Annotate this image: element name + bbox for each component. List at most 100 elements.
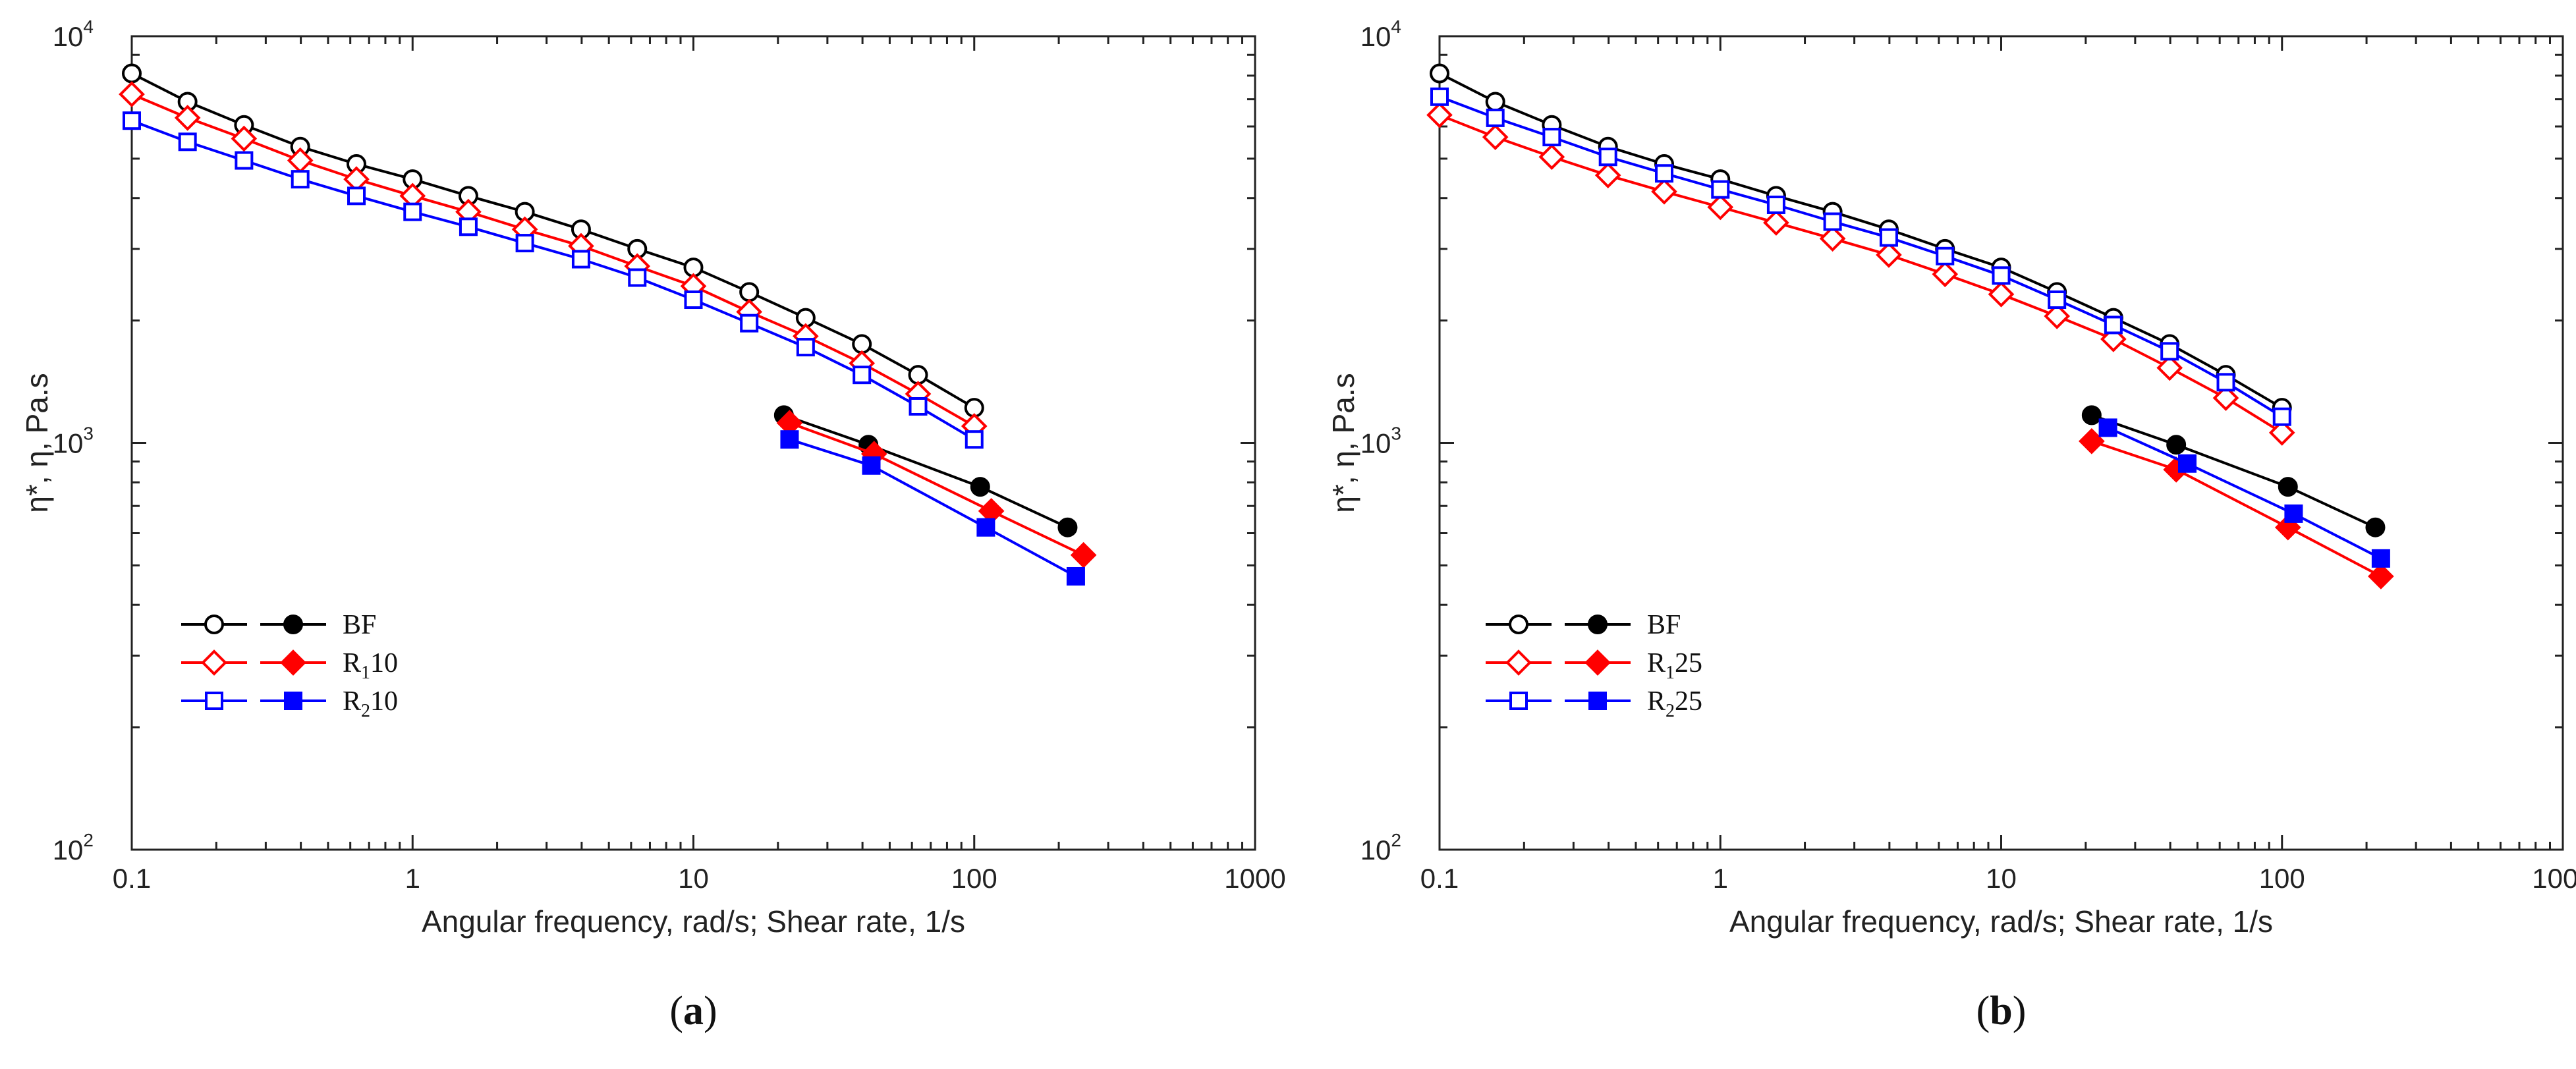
series-r-25-steady-shear <box>2079 428 2394 589</box>
series-r-10-oscillatory <box>119 81 988 439</box>
data-point <box>1430 63 1449 84</box>
data-point <box>291 170 310 189</box>
data-point <box>1823 212 1842 231</box>
data-point <box>862 456 881 475</box>
data-point <box>965 430 984 449</box>
data-point <box>1598 148 1617 167</box>
x-tick-label: 0.1 <box>113 863 151 894</box>
panel-label: (b) <box>1976 989 2027 1033</box>
series-line <box>131 93 975 427</box>
data-point <box>796 338 815 357</box>
data-point <box>2104 315 2123 335</box>
data-point <box>2044 303 2071 329</box>
chart-panel-a: 0.1 1 10 100 1000 102 103 104 Angular frequency,… <box>20 16 1286 1033</box>
data-point <box>2368 563 2394 589</box>
y-axis-label: η*, η, Pa.s <box>1326 373 1360 512</box>
data-point <box>2284 504 2303 523</box>
x-tick-label: 100 <box>2259 863 2305 894</box>
y-tick-label: 103 <box>1360 424 1401 459</box>
data-point <box>2048 290 2067 310</box>
series-r-10-oscillatory <box>123 111 984 449</box>
y-tick-label: 103 <box>53 424 94 459</box>
data-point <box>780 430 799 449</box>
data-point <box>1430 87 1449 106</box>
series-r-10-steady-shear <box>780 430 1085 586</box>
data-point <box>1766 195 1785 214</box>
legend-marker-open <box>204 615 224 634</box>
legend-label: R225 <box>1647 686 1702 721</box>
x-tick-label: 1 <box>1713 863 1728 894</box>
legend-item: R125 <box>1486 648 1702 683</box>
x-tick-label: 1000 <box>1224 863 1285 894</box>
legend-marker-filled <box>283 615 303 634</box>
data-point <box>2268 420 2295 446</box>
data-point <box>1651 178 1677 205</box>
series-r-25-steady-shear <box>2098 418 2390 568</box>
data-point <box>1066 566 1085 586</box>
legend-marker-filled <box>1584 649 1611 676</box>
legend-label: R125 <box>1647 648 1702 683</box>
data-point <box>2216 373 2235 392</box>
legend-marker-open <box>201 649 227 676</box>
legend-marker-filled <box>1588 615 1608 634</box>
data-point <box>684 290 703 310</box>
data-point <box>403 202 422 221</box>
data-point <box>909 397 928 416</box>
data-point <box>1482 124 1509 150</box>
y-tick-label: 102 <box>53 830 94 865</box>
legend-marker-filled <box>280 649 306 676</box>
data-point <box>231 125 258 152</box>
data-point <box>1819 225 1846 252</box>
legend-item: BF <box>181 610 376 640</box>
x-tick-label: 100 <box>951 863 997 894</box>
data-point <box>1879 228 1898 247</box>
data-point <box>2098 418 2117 437</box>
data-point <box>976 518 995 537</box>
series-line <box>789 438 1077 578</box>
chart-panel-b: 0.1 1 10 100 1000 102 103 104 Angular frequency,… <box>1326 16 2576 1033</box>
data-point <box>2272 407 2291 426</box>
data-point <box>2178 454 2197 473</box>
series-bf-steady-shear <box>773 405 1078 537</box>
x-tick-label: 1 <box>405 863 420 894</box>
data-point <box>1711 180 1730 199</box>
data-point <box>1486 108 1505 127</box>
x-tick-label: 1000 <box>2532 863 2576 894</box>
data-point <box>628 268 647 287</box>
data-point <box>178 132 197 151</box>
data-point <box>347 186 366 206</box>
data-point <box>739 282 760 302</box>
series-r-25-oscillatory <box>1430 87 2291 426</box>
data-point <box>2371 549 2390 568</box>
legend-marker-filled <box>1588 692 1607 710</box>
series-line <box>2107 426 2382 560</box>
x-tick-label: 10 <box>678 863 709 894</box>
data-point <box>1057 517 1078 537</box>
data-point <box>1988 281 2015 308</box>
legend-item: R210 <box>181 686 398 721</box>
y-tick-label: 104 <box>53 16 94 52</box>
series-line <box>131 119 975 441</box>
data-point <box>2081 405 2102 425</box>
x-axis-label: Angular frequency, rad/s; Shear rate, 1/… <box>1729 904 2273 939</box>
series-line <box>2091 414 2376 529</box>
legend-item: R225 <box>1486 686 1702 721</box>
x-axis-label: Angular frequency, rad/s; Shear rate, 1/… <box>422 904 965 939</box>
legend-item: R110 <box>181 648 398 683</box>
legend-marker-open <box>1509 615 1528 634</box>
data-point <box>1538 144 1565 171</box>
legend-label: R210 <box>343 686 398 721</box>
series-line <box>783 414 1069 529</box>
data-point <box>1594 162 1621 189</box>
data-point <box>1992 266 2011 285</box>
data-point <box>174 105 201 131</box>
data-point <box>123 111 141 130</box>
series-line <box>1439 113 2283 434</box>
series-r-25-oscillatory <box>1426 101 2295 446</box>
legend-marker-open <box>1505 649 1532 676</box>
data-point <box>1932 261 1959 288</box>
series-bf-steady-shear <box>2081 405 2386 537</box>
data-point <box>970 477 990 497</box>
